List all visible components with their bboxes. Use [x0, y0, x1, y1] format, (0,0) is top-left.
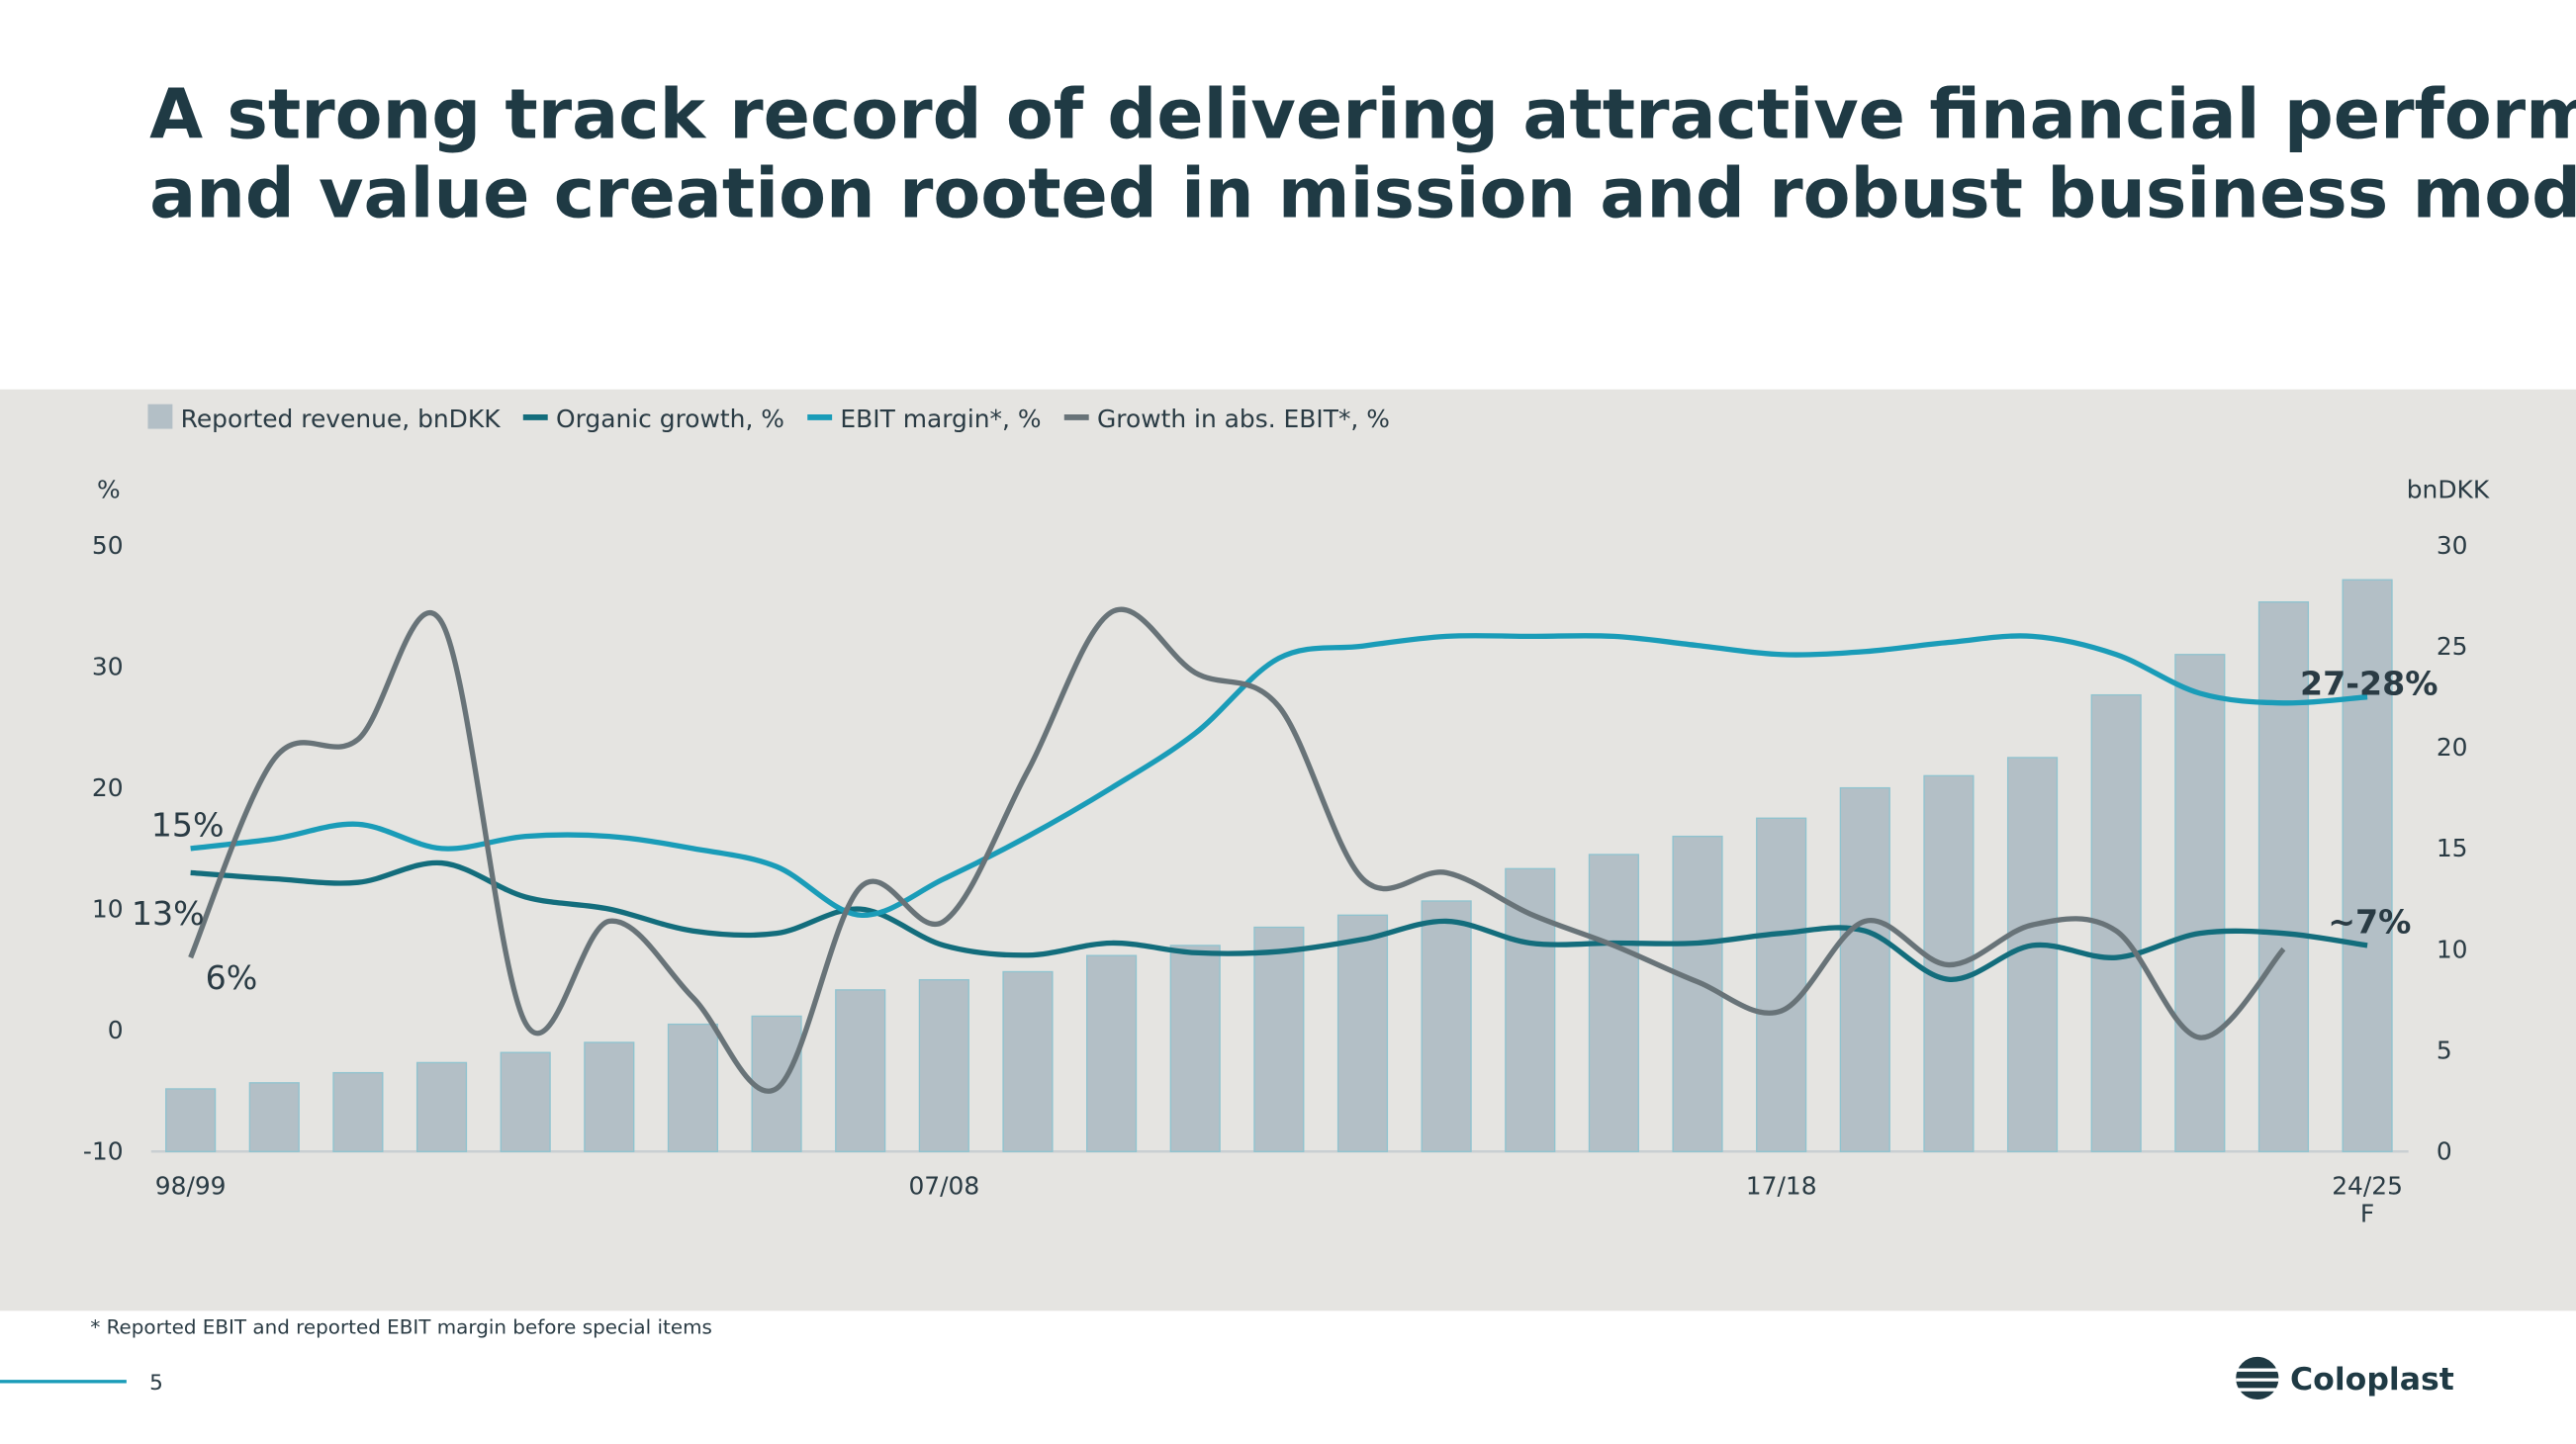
bar: [2174, 654, 2226, 1152]
bar: [332, 1071, 384, 1152]
annotation: 27-28%: [2300, 665, 2438, 703]
bar: [667, 1023, 719, 1152]
y-axis-label: %: [97, 475, 121, 503]
bar: [2257, 601, 2310, 1152]
bar: [1002, 970, 1054, 1152]
bar: [918, 978, 969, 1152]
y-tick-label: 50: [92, 531, 124, 560]
x-tick-label: 17/18: [1746, 1171, 1817, 1200]
bar: [1336, 914, 1389, 1152]
bar: [1253, 926, 1305, 1152]
annotation: 13%: [132, 894, 205, 933]
bar: [1672, 835, 1723, 1152]
annotation: 6%: [206, 958, 258, 997]
bar: [584, 1041, 635, 1152]
y2-tick-label: 30: [2437, 531, 2468, 560]
legend-label: EBIT margin*, %: [840, 405, 1041, 433]
y2-tick-label: 5: [2437, 1036, 2452, 1064]
y-tick-label: 10: [92, 894, 124, 923]
line: [190, 633, 2368, 918]
bar: [1588, 854, 1639, 1152]
bar: [1169, 945, 1221, 1152]
bar: [1086, 954, 1138, 1152]
y-tick-label: 30: [92, 652, 124, 680]
line: [188, 606, 2286, 1094]
y2-tick-label: 20: [2437, 733, 2468, 762]
legend-label: Organic growth, %: [556, 405, 784, 433]
y-tick-label: 0: [108, 1016, 124, 1044]
bar: [1421, 900, 1472, 1152]
page-number: 5: [149, 1371, 163, 1396]
legend-label: Growth in abs. EBIT*, %: [1097, 405, 1390, 433]
y2-tick-label: 0: [2437, 1137, 2452, 1166]
bar: [2006, 757, 2059, 1152]
x-tick-label: 98/99: [155, 1171, 227, 1200]
y-tick-label: 20: [92, 773, 124, 802]
y2-axis-label: bnDKK: [2407, 475, 2490, 503]
bar: [248, 1082, 300, 1152]
bar: [751, 1015, 802, 1152]
logo: Coloplast: [2290, 1362, 2454, 1398]
bar: [1839, 786, 1890, 1152]
bar: [1756, 817, 1807, 1152]
annotation: ~7%: [2328, 902, 2411, 941]
y2-tick-label: 25: [2437, 632, 2468, 661]
bar: [165, 1088, 217, 1152]
line: [190, 859, 2368, 982]
legend-swatch: [147, 404, 173, 429]
x-tick-label: 07/08: [908, 1171, 979, 1200]
bar: [2342, 579, 2393, 1152]
y-tick-label: -10: [83, 1137, 124, 1166]
footnote: * Reported EBIT and reported EBIT margin…: [90, 1316, 712, 1339]
legend-label: Reported revenue, bnDKK: [181, 405, 502, 433]
y2-tick-label: 15: [2437, 834, 2468, 862]
title: A strong track record of delivering attr…: [149, 75, 2576, 234]
bar: [835, 989, 886, 1152]
chart-panel: [0, 389, 2576, 1311]
annotation: 15%: [151, 805, 225, 844]
logo-icon: [2236, 1356, 2279, 1400]
y2-tick-label: 10: [2437, 935, 2468, 963]
bar: [500, 1051, 551, 1152]
x-tick-label: 24/25 F: [2332, 1171, 2403, 1227]
bar: [415, 1061, 468, 1152]
